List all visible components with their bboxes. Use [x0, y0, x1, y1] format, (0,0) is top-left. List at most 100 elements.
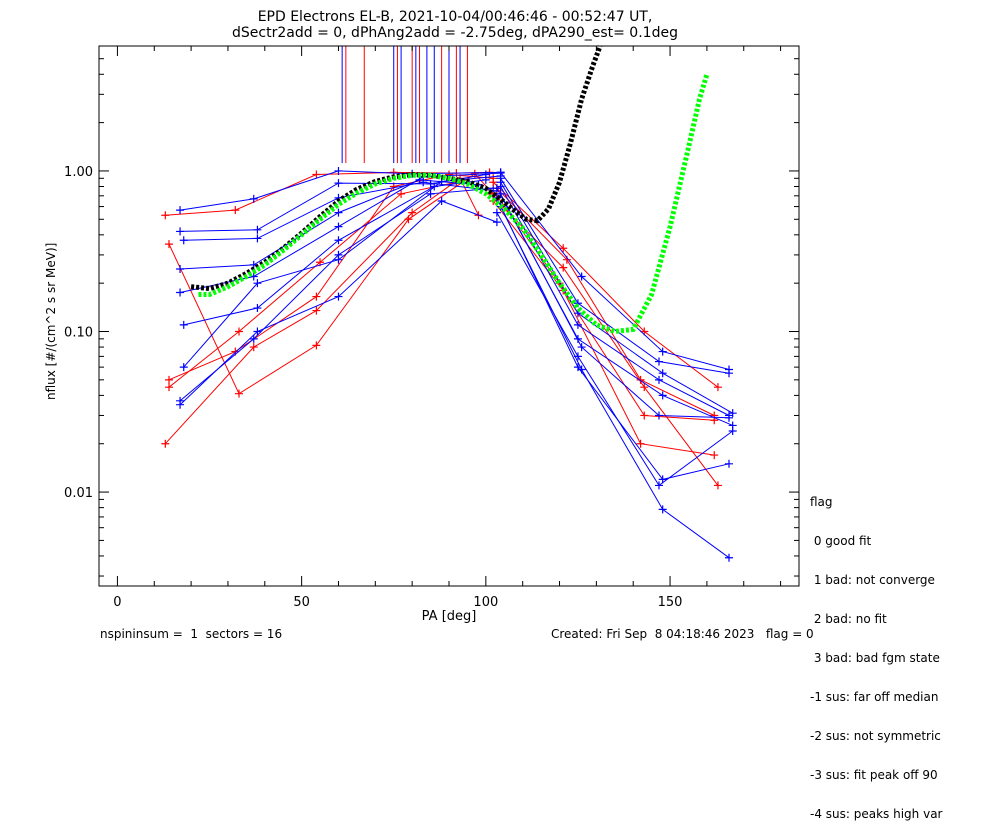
data-point-marker	[249, 272, 258, 281]
data-point-marker	[658, 475, 667, 484]
series-line-19	[500, 172, 730, 370]
data-point-marker	[559, 244, 568, 253]
data-point-marker	[658, 347, 667, 356]
data-point-marker	[253, 327, 262, 336]
data-point-marker	[161, 439, 170, 448]
data-point-marker	[312, 306, 321, 315]
x-tick-label: 150	[658, 595, 683, 610]
data-point-marker	[492, 218, 501, 227]
data-point-marker	[489, 178, 498, 187]
legend-item: -4 sus: peaks high var	[810, 807, 943, 821]
footer-spin-info: nspininsum = 1 sectors = 16	[100, 627, 283, 641]
data-point-marker	[179, 236, 188, 245]
data-point-marker	[235, 327, 243, 336]
series-line-13	[179, 200, 498, 406]
data-point-marker	[725, 459, 733, 468]
y-axis-label: nflux [#/(cm^2 s sr MeV)]	[44, 242, 58, 400]
data-point-marker	[161, 211, 170, 220]
legend-heading: flag	[810, 495, 833, 509]
series-line-18	[492, 200, 715, 421]
legend-item: 3 bad: bad fgm state	[810, 651, 940, 665]
data-point-marker	[710, 451, 719, 460]
data-series-layer	[161, 166, 737, 562]
data-point-marker	[165, 375, 173, 384]
data-point-marker	[334, 222, 343, 231]
x-tick-label: 100	[473, 595, 498, 610]
series-line-26	[500, 206, 730, 559]
data-point-marker	[492, 184, 501, 193]
data-point-marker	[655, 411, 663, 420]
data-point-marker	[577, 365, 586, 374]
data-point-marker	[334, 250, 343, 259]
pitch-angle-chart: 0 50 100 150 0.01 0.10 1.00 PA [deg]	[64, 45, 800, 624]
data-point-marker	[713, 383, 722, 392]
data-point-marker	[426, 189, 435, 198]
data-point-marker	[231, 206, 240, 215]
data-point-marker	[397, 189, 406, 198]
data-point-marker	[577, 272, 586, 281]
data-point-marker	[655, 375, 663, 384]
data-point-marker	[179, 363, 188, 372]
data-point-marker	[713, 481, 722, 490]
y-tick-label: 0.01	[64, 486, 93, 501]
data-point-marker	[573, 320, 582, 329]
fit-curves-layer	[190, 45, 710, 335]
flag-legend: flag 0 good fit 1 bad: not converge 2 ba…	[810, 470, 942, 834]
series-line-21	[500, 182, 733, 414]
vertical-markers-layer	[341, 46, 468, 164]
data-point-marker	[559, 263, 568, 272]
series-line-27	[496, 212, 733, 487]
data-point-marker	[253, 234, 262, 243]
data-point-marker	[658, 369, 667, 378]
data-point-marker	[235, 389, 243, 398]
legend-item: 0 good fit	[810, 534, 872, 548]
data-point-marker	[249, 334, 258, 343]
data-point-marker	[249, 343, 258, 352]
legend-item: -1 sus: far off median	[810, 690, 939, 704]
series-line-15	[496, 187, 715, 416]
data-point-marker	[725, 369, 733, 378]
black-fit-curve	[190, 45, 603, 292]
chart-title-line1: EPD Electrons EL-B, 2021-10-04/00:46:46 …	[257, 9, 653, 25]
data-point-marker	[253, 279, 262, 288]
data-point-marker	[636, 439, 645, 448]
data-point-marker	[253, 225, 262, 234]
series-line-22	[500, 186, 730, 416]
data-point-marker	[334, 166, 343, 175]
data-point-marker	[249, 194, 258, 203]
data-point-marker	[176, 400, 185, 409]
series-line-24	[500, 193, 730, 419]
data-point-marker	[165, 240, 173, 249]
data-point-marker	[640, 411, 649, 420]
data-point-marker	[658, 391, 667, 400]
legend-item: -3 sus: fit peak off 90	[810, 768, 938, 782]
chart-title-line2: dSectr2add = 0, dPhAng2add = -2.75deg, d…	[232, 25, 678, 41]
data-point-marker	[334, 208, 343, 217]
data-point-marker	[492, 208, 501, 217]
data-point-marker	[573, 352, 582, 361]
data-point-marker	[176, 265, 185, 274]
series-line-9	[179, 172, 501, 293]
x-axis-label: PA [deg]	[422, 609, 477, 624]
data-point-marker	[334, 292, 343, 301]
data-point-marker	[334, 236, 343, 245]
data-point-marker	[658, 505, 667, 514]
series-line-14	[492, 181, 719, 388]
legend-item: 1 bad: not converge	[810, 573, 935, 587]
y-tick-label: 1.00	[64, 165, 93, 180]
data-point-marker	[334, 179, 343, 188]
legend-item: -2 sus: not symmetric	[810, 729, 941, 743]
data-point-marker	[408, 208, 417, 217]
data-point-marker	[179, 320, 188, 329]
data-point-marker	[253, 304, 262, 313]
data-point-marker	[312, 292, 321, 301]
x-tick-label: 0	[113, 595, 121, 610]
data-point-marker	[437, 196, 446, 205]
data-point-marker	[165, 383, 173, 392]
legend-item: 2 bad: no fit	[810, 612, 887, 626]
x-tick-label: 50	[293, 595, 310, 610]
data-point-marker	[312, 341, 321, 350]
data-point-marker	[728, 427, 737, 436]
data-point-marker	[725, 553, 733, 562]
data-point-marker	[312, 170, 321, 179]
